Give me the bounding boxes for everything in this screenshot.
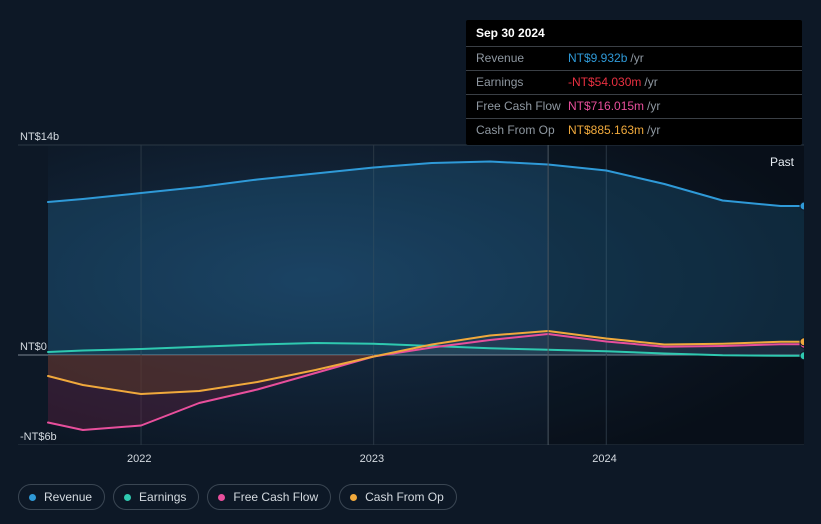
tooltip-row-value: NT$885.163m <box>568 123 644 137</box>
legend-item-label: Cash From Op <box>365 490 444 504</box>
tooltip-row: RevenueNT$9.932b/yr <box>466 47 802 71</box>
tooltip-row-suffix: /yr <box>644 75 657 89</box>
past-label: Past <box>770 155 794 169</box>
tooltip-row-value: NT$716.015m <box>568 99 644 113</box>
tooltip-row: Earnings-NT$54.030m/yr <box>466 71 802 95</box>
legend: Revenue Earnings Free Cash Flow Cash From O… <box>18 484 457 510</box>
tooltip-row: Free Cash FlowNT$716.015m/yr <box>466 95 802 119</box>
tooltip-row-value: NT$9.932b <box>568 51 627 65</box>
tooltip-row-label: Free Cash Flow <box>476 99 568 113</box>
tooltip-row-suffix: /yr <box>630 51 643 65</box>
legend-dot-icon <box>350 494 357 501</box>
y-axis-label: NT$0 <box>20 341 47 353</box>
legend-dot-icon <box>218 494 225 501</box>
tooltip-date: Sep 30 2024 <box>466 20 802 47</box>
tooltip-row-label: Cash From Op <box>476 123 568 137</box>
legend-item-label: Earnings <box>139 490 186 504</box>
legend-item[interactable]: Revenue <box>18 484 105 510</box>
x-axis-label: 2023 <box>360 453 384 465</box>
chart-container: Sep 30 2024 RevenueNT$9.932b/yrEarnings-… <box>0 0 821 524</box>
tooltip-row-suffix: /yr <box>647 99 660 113</box>
x-axis-label: 2022 <box>127 453 151 465</box>
chart-area[interactable]: Past NT$14bNT$0-NT$6b202220232024 <box>18 125 804 445</box>
tooltip-panel: Sep 30 2024 RevenueNT$9.932b/yrEarnings-… <box>466 20 802 145</box>
chart-svg <box>18 125 804 445</box>
x-axis-label: 2024 <box>592 453 616 465</box>
legend-item[interactable]: Earnings <box>113 484 199 510</box>
tooltip-row-label: Earnings <box>476 75 568 89</box>
y-axis-label: -NT$6b <box>20 431 57 443</box>
tooltip-row-value: -NT$54.030m <box>568 75 641 89</box>
legend-item-label: Revenue <box>44 490 92 504</box>
tooltip-row-suffix: /yr <box>647 123 660 137</box>
tooltip-row: Cash From OpNT$885.163m/yr <box>466 119 802 145</box>
tooltip-row-label: Revenue <box>476 51 568 65</box>
y-axis-label: NT$14b <box>20 131 59 143</box>
legend-dot-icon <box>29 494 36 501</box>
legend-item[interactable]: Cash From Op <box>339 484 457 510</box>
legend-item-label: Free Cash Flow <box>233 490 318 504</box>
legend-item[interactable]: Free Cash Flow <box>207 484 331 510</box>
legend-dot-icon <box>124 494 131 501</box>
